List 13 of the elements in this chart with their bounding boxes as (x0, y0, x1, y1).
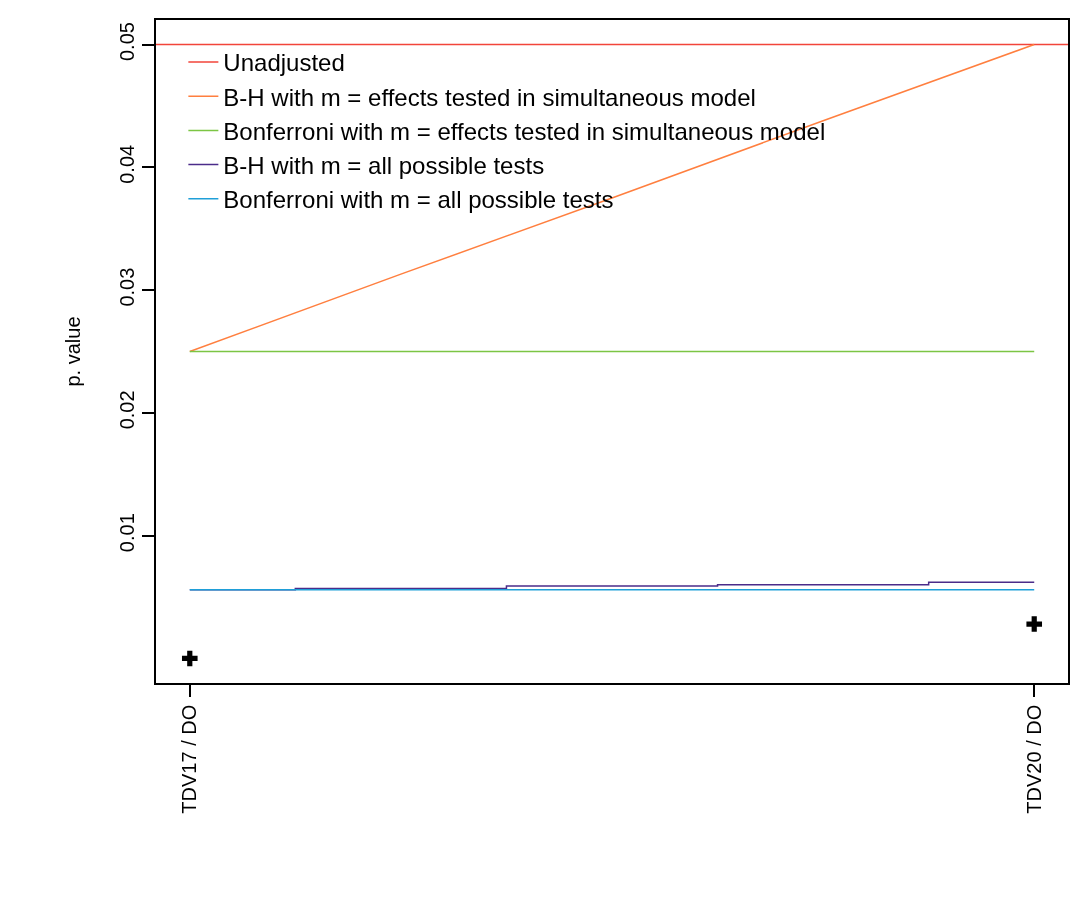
ref-line-label: Unadjusted (223, 49, 345, 77)
line-series (189, 43, 1035, 353)
y-axis-title: p. value (62, 316, 85, 387)
x-tick-label: TDV20 / DO (1022, 704, 1045, 814)
y-tick-label: 0.03 (116, 267, 139, 307)
y-tick-label: 0.04 (116, 144, 139, 184)
legend-label: B-H with m = all possible tests (223, 151, 545, 179)
x-tick-label: TDV17 / DO (178, 704, 201, 814)
legend-label: B-H with m = effects tested in simultaneous model (223, 83, 756, 111)
y-tick-label: 0.05 (116, 22, 139, 62)
y-tick-label: 0.01 (116, 513, 139, 553)
y-tick-label: 0.02 (116, 390, 139, 430)
legend-label: Bonferroni with m = all possible tests (223, 186, 614, 214)
